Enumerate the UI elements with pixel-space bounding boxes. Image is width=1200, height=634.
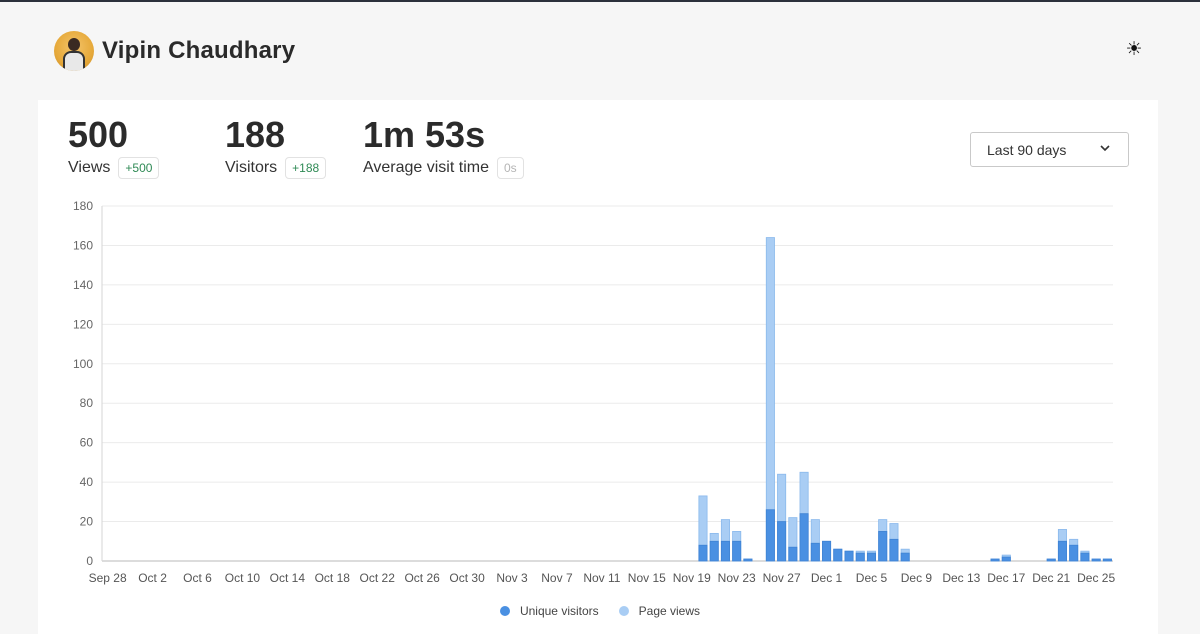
y-tick-label: 120 [73,317,93,331]
legend-swatch-unique [499,606,510,616]
y-tick-label: 20 [80,515,94,529]
bar-unique-visitors [1069,544,1079,562]
bar-unique-visitors [732,540,742,562]
y-tick-label: 160 [73,238,93,252]
views-delta-badge: +500 [118,157,160,179]
bar-unique-visitors [777,521,787,562]
visitors-stat: 188 Visitors +188 [225,114,327,179]
y-tick-label: 60 [80,436,94,450]
x-tick-label: Nov 11 [583,571,620,585]
x-tick-label: Sep 28 [89,571,127,585]
date-range-value: Last 90 days [987,141,1067,158]
chart-legend: Unique visitors Page views [0,604,1200,618]
bar-unique-visitors [1057,540,1067,562]
bar-unique-visitors [822,540,832,562]
x-tick-label: Nov 19 [673,571,711,585]
bar-unique-visitors [788,546,798,562]
legend-label-unique: Unique visitors [519,604,599,618]
sun-icon[interactable]: ☀ [1125,39,1143,60]
x-tick-label: Oct 2 [138,571,167,585]
y-tick-label: 80 [80,396,94,410]
x-tick-label: Oct 22 [360,571,396,585]
x-tick-label: Dec 21 [1032,571,1070,585]
visitors-delta-badge: +188 [285,157,327,179]
bar-unique-visitors [698,544,708,562]
analytics-card [38,100,1158,634]
x-tick-label: Dec 25 [1077,571,1115,585]
y-tick-label: 180 [73,199,93,213]
bar-unique-visitors [990,558,1000,562]
x-tick-label: Nov 15 [628,571,666,585]
x-tick-label: Nov 7 [541,571,573,585]
bar-unique-visitors [900,552,910,562]
views-stat: 500 Views +500 [68,114,160,179]
bar-unique-visitors [765,509,775,562]
bar-unique-visitors [889,538,899,562]
site-owner-name: Vipin Chaudhary [102,37,296,64]
legend-item-page-views[interactable]: Page views [618,604,701,618]
bar-unique-visitors [1102,558,1112,562]
bar-unique-visitors [743,558,753,562]
views-bar-chart: 0 20 40 60 80 100 120 140 160 180 Sep 28 Oct 2 Oct 6… [73,199,1116,585]
x-tick-label: Nov 23 [718,571,756,585]
x-tick-label: Dec 17 [987,571,1025,585]
views-value: 500 [68,114,129,155]
bar-unique-visitors [1080,552,1090,562]
bar-unique-visitors [866,552,876,562]
visitors-label: Visitors [225,159,278,176]
bar-unique-visitors [810,542,820,562]
bar-unique-visitors [709,540,719,562]
legend-label-page: Page views [638,604,701,618]
x-tick-label: Nov 27 [763,571,801,585]
bar-unique-visitors [1001,556,1011,562]
x-tick-label: Oct 30 [449,571,485,585]
avatar [54,31,94,71]
x-tick-label: Oct 14 [270,571,306,585]
bar-unique-visitors [1091,558,1101,562]
legend-item-unique-visitors[interactable]: Unique visitors [499,604,599,618]
bar-unique-visitors [799,513,809,562]
y-tick-label: 140 [73,278,93,292]
x-tick-label: Oct 10 [225,571,261,585]
x-tick-label: Dec 13 [942,571,980,585]
visit-time-stat: 1m 53s Average visit time 0s [363,114,524,179]
date-range-select[interactable]: Last 90 days [970,132,1129,167]
top-border [0,0,1200,2]
site-header: Vipin Chaudhary [54,31,295,71]
bar-unique-visitors [878,531,888,562]
chevron-down-icon [1100,145,1110,152]
bar-unique-visitors [1046,558,1056,562]
x-tick-label: Oct 26 [404,571,440,585]
legend-swatch-page [618,606,629,616]
visit-time-label: Average visit time [363,159,489,176]
y-tick-label: 40 [80,475,94,489]
y-tick-label: 0 [86,554,93,568]
y-tick-label: 100 [73,357,93,371]
x-tick-label: Oct 18 [315,571,351,585]
visit-time-value: 1m 53s [363,114,486,155]
x-tick-label: Oct 6 [183,571,212,585]
x-tick-label: Nov 3 [496,571,528,585]
visitors-value: 188 [225,114,286,155]
bar-unique-visitors [833,548,843,562]
x-tick-label: Dec 9 [901,571,933,585]
x-tick-label: Dec 5 [856,571,888,585]
bar-unique-visitors [855,552,865,562]
bar-unique-visitors [720,540,730,562]
x-tick-label: Dec 1 [811,571,843,585]
views-label: Views [68,159,111,176]
visit-time-delta-badge: 0s [496,157,524,179]
bar-unique-visitors [844,550,854,562]
